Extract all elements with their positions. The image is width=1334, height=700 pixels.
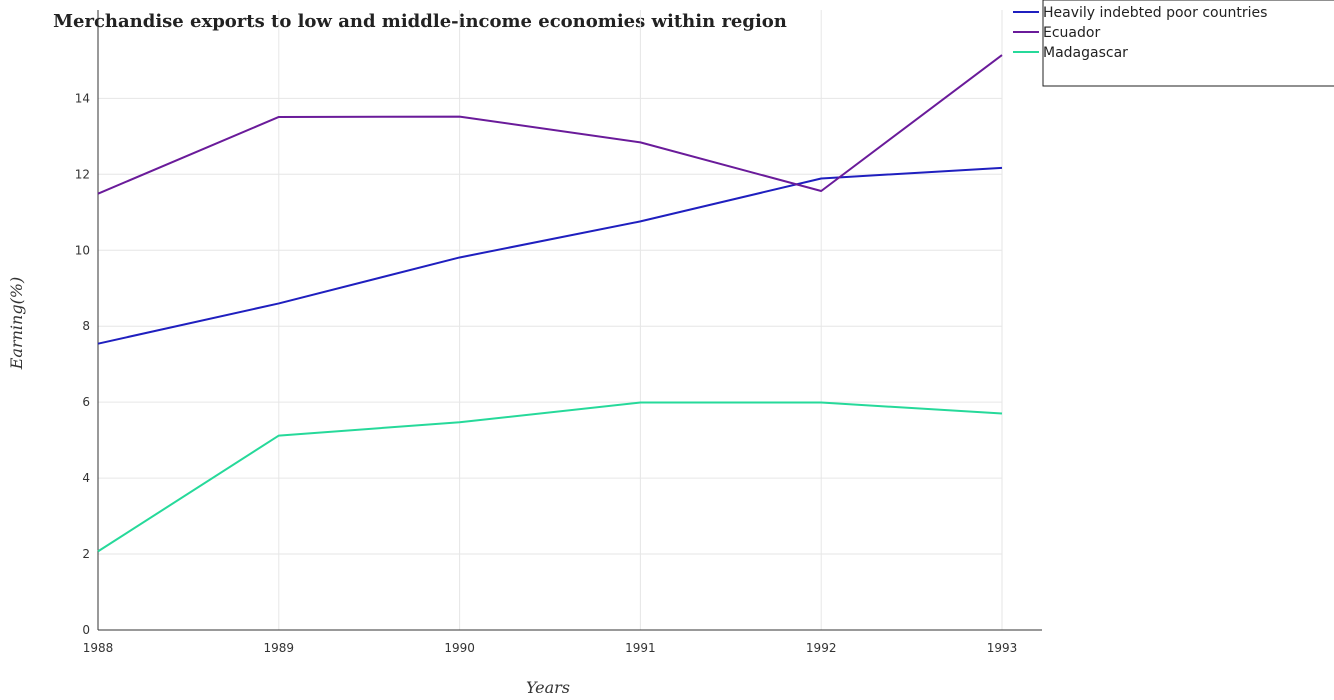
y-tick-label: 14 [75, 91, 90, 105]
x-tick-label: 1993 [987, 641, 1018, 655]
y-tick-label: 10 [75, 243, 90, 257]
series-line [97, 166, 1003, 345]
legend-box [1042, 0, 1334, 87]
x-tick-label: 1991 [625, 641, 656, 655]
series-lines [97, 54, 1003, 553]
legend-label: Ecuador [1043, 25, 1100, 41]
grid [97, 10, 1003, 631]
axes: 0 2 4 6 8 10 12 14 1988 1989 1990 1991 1992 1993 [75, 10, 1042, 655]
y-tick-label: 8 [82, 319, 90, 333]
legend: Heavily indebted poor countries Ecuador Ma… [1013, 0, 1334, 87]
series-line [97, 54, 1003, 195]
y-tick-label: 2 [82, 547, 90, 561]
x-tick-label: 1990 [444, 641, 475, 655]
chart-title: Merchandise exports to low and middle-in… [53, 11, 787, 32]
x-tick-label: 1988 [83, 641, 114, 655]
y-tick-label: 0 [82, 623, 90, 637]
y-tick-label: 6 [82, 395, 90, 409]
legend-label: Heavily indebted poor countries [1043, 5, 1267, 21]
x-tick-label: 1989 [264, 641, 295, 655]
y-tick-label: 4 [82, 471, 90, 485]
x-axis-title: Years [526, 678, 570, 697]
legend-label: Madagascar [1043, 45, 1128, 61]
x-tick-label: 1992 [806, 641, 837, 655]
y-tick-label: 12 [75, 167, 90, 181]
series-line [97, 401, 1003, 553]
y-axis-title: Earning(%) [7, 277, 26, 371]
